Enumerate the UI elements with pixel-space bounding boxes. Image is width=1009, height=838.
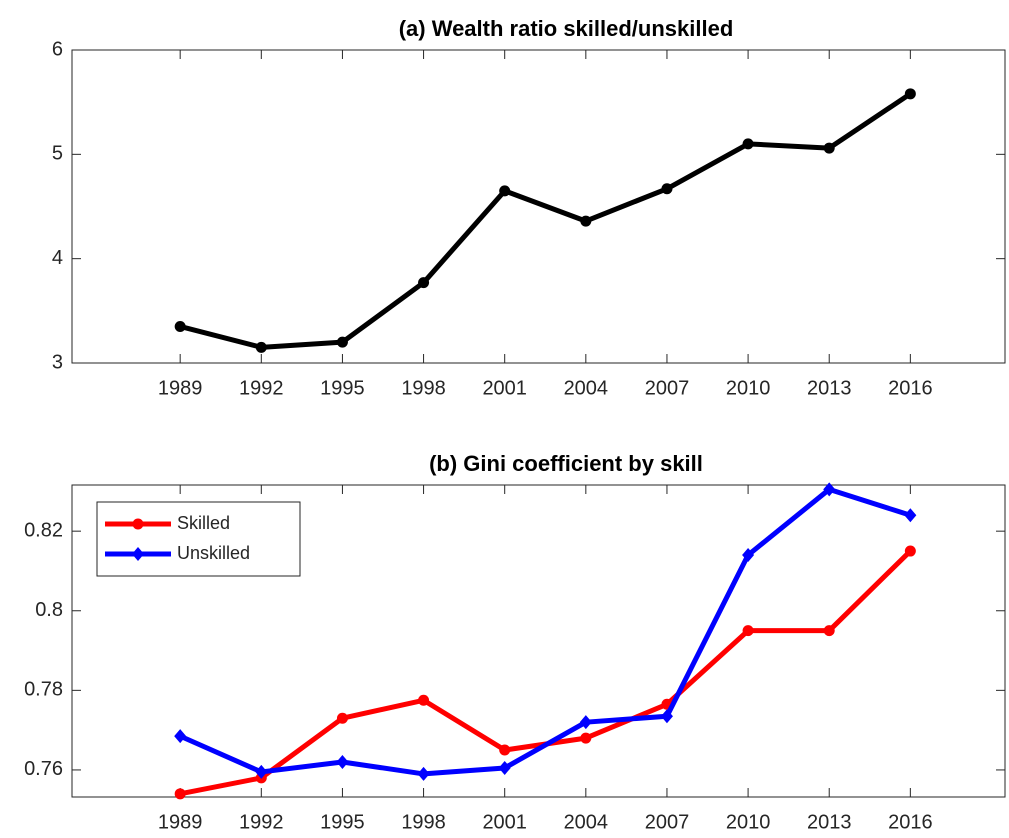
x-tick-label: 2016 bbox=[888, 811, 933, 833]
marker bbox=[418, 694, 430, 706]
marker bbox=[904, 545, 916, 557]
x-tick-label: 2016 bbox=[888, 377, 933, 399]
marker bbox=[336, 712, 348, 724]
marker bbox=[823, 625, 835, 637]
marker bbox=[660, 709, 673, 724]
y-tick-label: 6 bbox=[52, 38, 63, 60]
marker bbox=[742, 548, 755, 563]
marker bbox=[255, 341, 267, 353]
legend-label: Unskilled bbox=[177, 543, 250, 563]
plot-area bbox=[71, 49, 1006, 364]
y-tick-label: 5 bbox=[52, 143, 63, 165]
series-line bbox=[179, 91, 912, 350]
marker bbox=[904, 508, 917, 523]
x-tick-label: 1995 bbox=[320, 377, 365, 399]
marker bbox=[661, 183, 673, 195]
x-tick-label: 1998 bbox=[401, 377, 446, 399]
marker bbox=[823, 482, 836, 497]
x-tick-label: 2010 bbox=[726, 377, 771, 399]
marker bbox=[823, 142, 835, 154]
marker bbox=[174, 788, 186, 800]
legend-box bbox=[96, 501, 301, 577]
x-tick-label: 1989 bbox=[158, 811, 203, 833]
x-tick-label: 1992 bbox=[239, 811, 284, 833]
x-tick-label: 2013 bbox=[807, 811, 852, 833]
chart-title: (a) Wealth ratio skilled/unskilled bbox=[399, 16, 734, 41]
marker bbox=[336, 754, 349, 769]
marker bbox=[580, 732, 592, 744]
y-tick-label: 4 bbox=[52, 247, 63, 269]
subplot: (a) Wealth ratio skilled/unskilled 1989 19… bbox=[52, 16, 1006, 399]
y-tick-label: 0.76 bbox=[24, 758, 63, 780]
x-tick-label: 1998 bbox=[401, 811, 446, 833]
marker bbox=[174, 320, 186, 332]
legend: Skilled Unskilled bbox=[96, 501, 301, 577]
chart-title: (b) Gini coefficient by skill bbox=[429, 451, 703, 476]
subplot: (b) Gini coefficient by skill 1989 1992 199… bbox=[24, 451, 1006, 833]
series-line bbox=[179, 486, 912, 777]
legend-label: Skilled bbox=[177, 513, 230, 533]
x-tick-label: 2004 bbox=[564, 811, 609, 833]
marker bbox=[499, 744, 511, 756]
x-tick-label: 2013 bbox=[807, 377, 852, 399]
x-tick-label: 1989 bbox=[158, 377, 203, 399]
marker bbox=[742, 138, 754, 150]
y-tick-label: 0.78 bbox=[24, 679, 63, 701]
marker bbox=[417, 766, 430, 781]
marker bbox=[579, 715, 592, 730]
marker bbox=[418, 277, 430, 289]
x-tick-label: 2001 bbox=[482, 377, 527, 399]
marker bbox=[742, 625, 754, 637]
y-tick-label: 0.8 bbox=[35, 599, 63, 621]
x-tick-label: 2007 bbox=[645, 377, 690, 399]
marker bbox=[904, 88, 916, 100]
legend-marker bbox=[132, 518, 144, 530]
marker bbox=[498, 760, 511, 775]
x-tick-label: 2001 bbox=[482, 811, 527, 833]
marker bbox=[255, 764, 268, 779]
x-tick-label: 2004 bbox=[564, 377, 609, 399]
y-tick-label: 3 bbox=[52, 351, 63, 373]
marker bbox=[336, 336, 348, 348]
marker bbox=[174, 729, 187, 744]
marker bbox=[580, 215, 592, 227]
x-tick-label: 1995 bbox=[320, 811, 365, 833]
y-tick-label: 0.82 bbox=[24, 519, 63, 541]
legend-marker bbox=[132, 547, 144, 561]
x-tick-label: 2007 bbox=[645, 811, 690, 833]
x-tick-label: 2010 bbox=[726, 811, 771, 833]
marker bbox=[499, 185, 511, 197]
x-tick-label: 1992 bbox=[239, 377, 284, 399]
